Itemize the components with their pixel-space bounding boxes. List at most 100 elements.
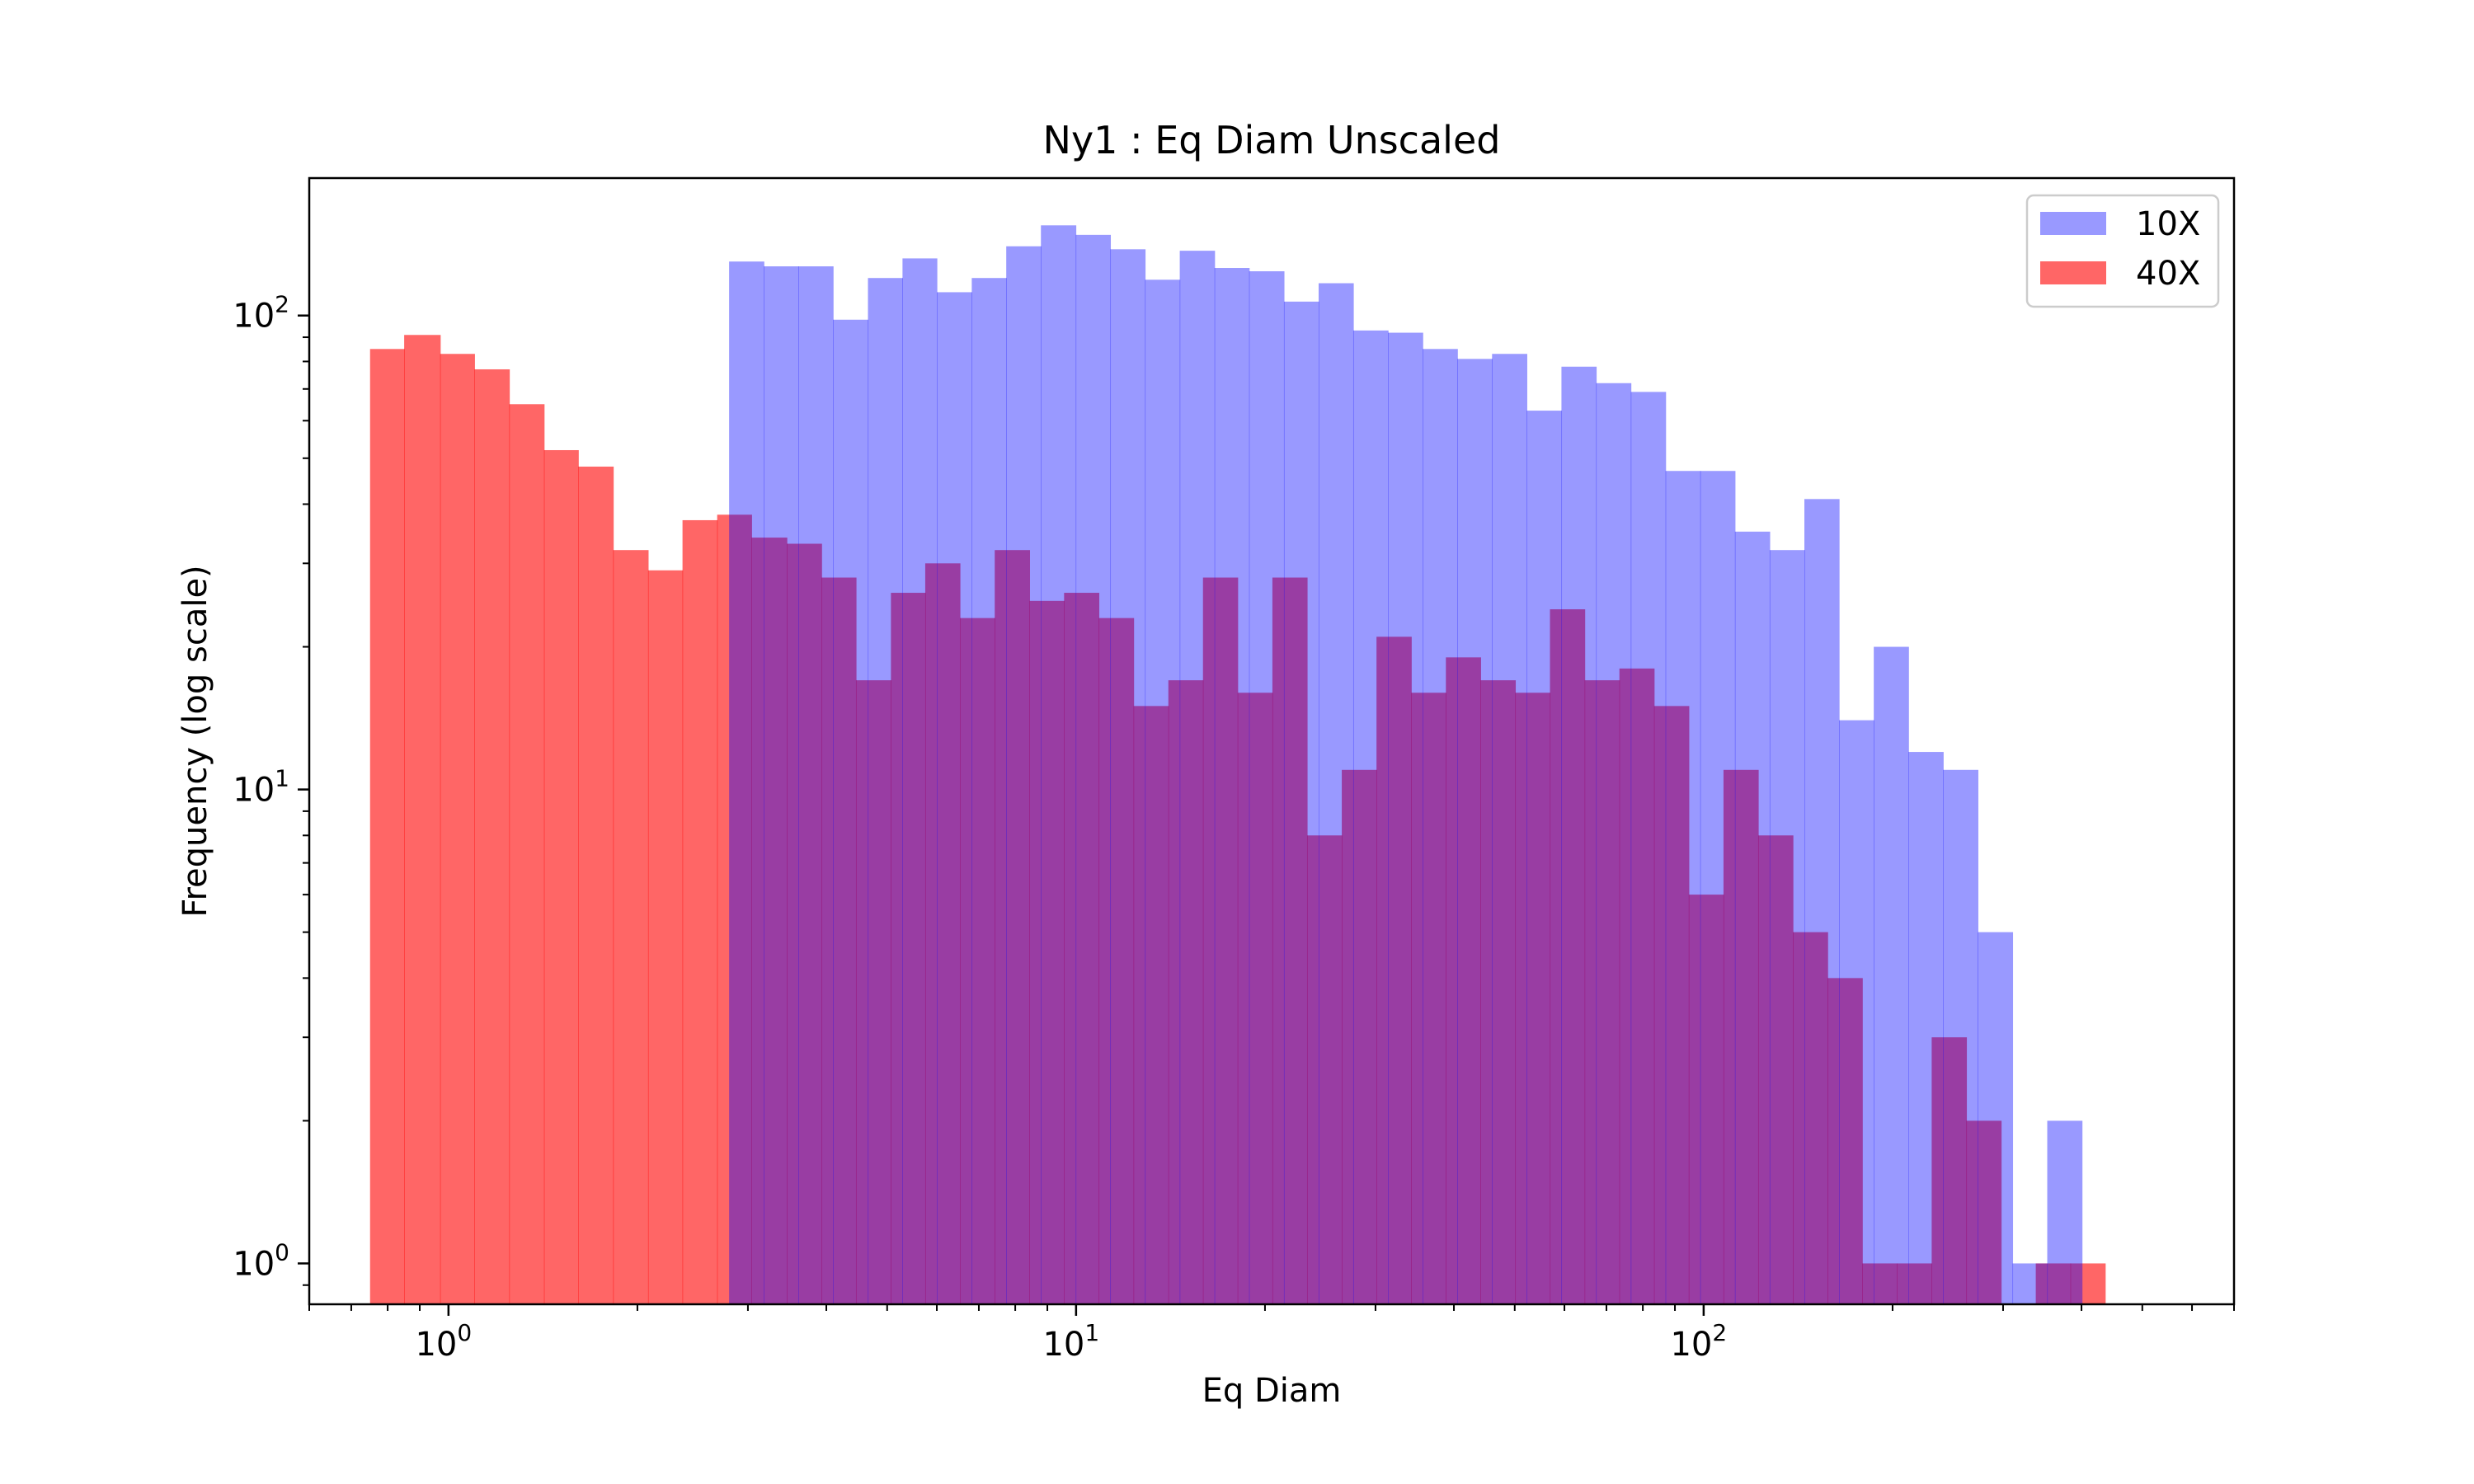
y-tick-base: 10 xyxy=(233,772,275,810)
bar-10x-38 xyxy=(2047,1120,2083,1304)
bar-40x-7 xyxy=(613,550,649,1304)
bar-10x-4 xyxy=(868,278,903,1305)
y-tick-exponent: 1 xyxy=(275,765,289,792)
bar-10x-37 xyxy=(2012,1263,2048,1304)
bar-10x-24 xyxy=(1561,366,1597,1304)
x-tick-base: 10 xyxy=(1042,1326,1084,1364)
bar-40x-34 xyxy=(1550,609,1586,1304)
bar-40x-11 xyxy=(751,538,788,1304)
bar-40x-18 xyxy=(995,550,1030,1304)
x-tick-exponent: 0 xyxy=(457,1319,472,1346)
bar-40x-2 xyxy=(440,354,475,1304)
bar-10x-15 xyxy=(1249,271,1285,1304)
bar-10x-29 xyxy=(1734,531,1771,1304)
bar-10x-35 xyxy=(1943,769,1978,1304)
bar-40x-49 xyxy=(2070,1263,2106,1304)
bar-40x-17 xyxy=(959,618,995,1304)
bar-40x-20 xyxy=(1064,593,1100,1304)
y-tick-label: 102 xyxy=(233,291,289,336)
bar-40x-38 xyxy=(1688,895,1724,1304)
bar-40x-26 xyxy=(1272,577,1308,1304)
bar-40x-41 xyxy=(1793,932,1828,1304)
bar-10x-11 xyxy=(1110,249,1146,1304)
bar-10x-5 xyxy=(902,258,938,1304)
bar-10x-17 xyxy=(1318,283,1354,1304)
bar-40x-33 xyxy=(1515,693,1551,1304)
bar-10x-28 xyxy=(1700,471,1736,1304)
bar-10x-6 xyxy=(937,292,972,1305)
x-tick-label: 101 xyxy=(1042,1319,1099,1364)
bar-40x-48 xyxy=(2035,1263,2072,1304)
bar-10x-36 xyxy=(1978,932,2014,1304)
bar-10x-31 xyxy=(1804,499,1840,1304)
bar-10x-26 xyxy=(1630,392,1667,1304)
legend-label-40x: 40X xyxy=(2136,255,2200,293)
bar-40x-16 xyxy=(924,563,961,1304)
bar-40x-14 xyxy=(855,680,891,1304)
bar-40x-46 xyxy=(1966,1120,2002,1304)
bar-40x-31 xyxy=(1446,657,1481,1304)
bar-40x-13 xyxy=(821,577,857,1304)
bar-10x-18 xyxy=(1352,330,1389,1305)
x-tick-exponent: 2 xyxy=(1712,1319,1727,1346)
bar-40x-36 xyxy=(1619,668,1655,1304)
bar-40x-39 xyxy=(1723,769,1759,1304)
bar-10x-23 xyxy=(1526,411,1563,1305)
x-tick-label: 100 xyxy=(415,1319,472,1364)
bar-40x-45 xyxy=(1931,1037,1968,1304)
legend-swatch-40x xyxy=(2040,261,2106,284)
bar-40x-15 xyxy=(891,593,926,1304)
chart-title: Ny1 : Eq Diam Unscaled xyxy=(1043,118,1501,162)
series-10x-bars xyxy=(729,225,2083,1305)
bar-10x-19 xyxy=(1388,332,1423,1304)
bar-40x-10 xyxy=(717,514,752,1304)
bar-40x-29 xyxy=(1376,636,1412,1304)
bar-40x-5 xyxy=(543,449,579,1304)
bar-10x-14 xyxy=(1214,268,1250,1304)
bar-10x-8 xyxy=(1006,246,1042,1305)
bar-10x-27 xyxy=(1665,471,1701,1304)
y-axis-label: Frequency (log scale) xyxy=(176,565,214,917)
series-40x-bars xyxy=(369,335,2106,1305)
bar-40x-32 xyxy=(1480,680,1517,1304)
bar-10x-0 xyxy=(729,261,764,1305)
bar-10x-30 xyxy=(1769,550,1805,1304)
bar-10x-2 xyxy=(798,266,834,1304)
x-tick-exponent: 1 xyxy=(1084,1319,1099,1346)
bar-10x-21 xyxy=(1457,359,1493,1305)
bar-40x-37 xyxy=(1653,706,1690,1304)
plot-frame xyxy=(308,176,2236,1306)
y-tick-base: 10 xyxy=(233,1245,275,1283)
y-tick-label: 101 xyxy=(233,765,289,810)
x-tick-base: 10 xyxy=(1670,1326,1712,1364)
bar-10x-25 xyxy=(1596,383,1632,1304)
bar-10x-33 xyxy=(1874,646,1909,1304)
bar-40x-4 xyxy=(509,404,545,1304)
bar-40x-28 xyxy=(1342,769,1377,1304)
bar-40x-0 xyxy=(369,349,405,1304)
bar-10x-7 xyxy=(971,278,1007,1305)
bar-40x-6 xyxy=(578,466,614,1304)
bar-40x-40 xyxy=(1757,835,1794,1304)
y-tick-base: 10 xyxy=(233,298,275,336)
bar-40x-27 xyxy=(1306,835,1343,1304)
y-tick-exponent: 2 xyxy=(275,291,289,318)
legend: 10X 40X xyxy=(2025,194,2220,308)
bar-40x-22 xyxy=(1133,706,1169,1304)
bar-10x-13 xyxy=(1179,251,1216,1304)
bar-10x-9 xyxy=(1041,225,1077,1304)
bar-10x-1 xyxy=(764,266,799,1304)
bar-10x-32 xyxy=(1839,720,1874,1304)
x-tick-label: 102 xyxy=(1670,1319,1727,1364)
bar-10x-20 xyxy=(1423,349,1458,1304)
bar-40x-35 xyxy=(1584,680,1620,1304)
bar-40x-8 xyxy=(647,570,684,1304)
x-axis-label: Eq Diam xyxy=(1202,1372,1342,1410)
bar-10x-22 xyxy=(1492,354,1527,1304)
bar-40x-25 xyxy=(1237,693,1273,1304)
bar-10x-10 xyxy=(1075,234,1112,1305)
legend-label-10x: 10X xyxy=(2136,205,2200,243)
bar-40x-44 xyxy=(1897,1263,1932,1304)
bar-40x-3 xyxy=(474,369,510,1305)
